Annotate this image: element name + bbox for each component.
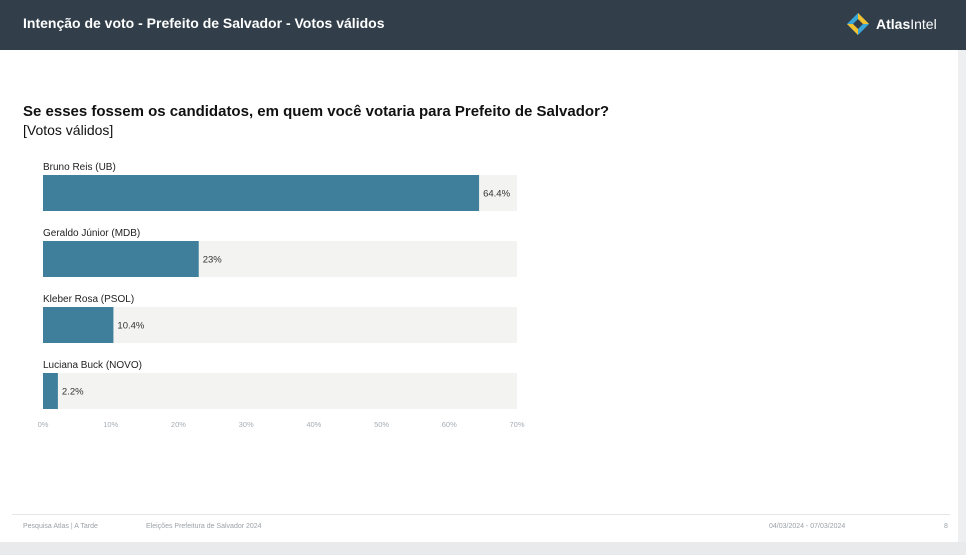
data-bar	[43, 175, 480, 211]
category-label: Kleber Rosa (PSOL)	[43, 294, 134, 305]
header-bar: Intenção de voto - Prefeito de Salvador …	[0, 0, 966, 50]
data-bar	[43, 373, 58, 409]
page-title: Intenção de voto - Prefeito de Salvador …	[23, 15, 385, 31]
x-tick-label: 10%	[103, 420, 118, 429]
data-bar	[43, 241, 199, 277]
brand-name-rest: Intel	[910, 16, 937, 32]
category-label: Geraldo Júnior (MDB)	[43, 228, 140, 239]
footer-page-number: 8	[944, 523, 948, 530]
footer-dates: 04/03/2024 - 07/03/2024	[769, 523, 846, 530]
value-label: 23%	[203, 255, 223, 266]
x-tick-label: 0%	[38, 420, 49, 429]
chart-question: Se esses fossem os candidatos, em quem v…	[23, 103, 610, 120]
footer-divider	[12, 514, 950, 515]
atlasintel-logo: AtlasIntel	[846, 11, 937, 37]
category-label: Bruno Reis (UB)	[43, 162, 116, 173]
atlasintel-logo-icon	[847, 13, 869, 35]
right-edge-shadow	[958, 50, 966, 555]
footer-survey: Eleições Prefeitura de Salvador 2024	[146, 523, 262, 530]
value-label: 64.4%	[483, 189, 510, 200]
brand-name-bold: Atlas	[876, 16, 911, 32]
x-tick-label: 20%	[171, 420, 186, 429]
bar-track	[43, 307, 517, 343]
data-bar	[43, 307, 114, 343]
x-tick-label: 70%	[509, 420, 524, 429]
chart-subtitle: [Votos válidos]	[23, 122, 114, 138]
bar-track	[43, 373, 517, 409]
x-tick-label: 50%	[374, 420, 389, 429]
brand-name: AtlasIntel	[876, 16, 937, 32]
x-tick-label: 60%	[442, 420, 457, 429]
x-tick-label: 30%	[239, 420, 254, 429]
value-label: 2.2%	[62, 387, 84, 398]
footer-source: Pesquisa Atlas | A Tarde	[23, 523, 98, 530]
category-label: Luciana Buck (NOVO)	[43, 360, 142, 371]
value-label: 10.4%	[117, 321, 144, 332]
x-tick-label: 40%	[306, 420, 321, 429]
bottom-edge-shadow	[0, 542, 966, 555]
